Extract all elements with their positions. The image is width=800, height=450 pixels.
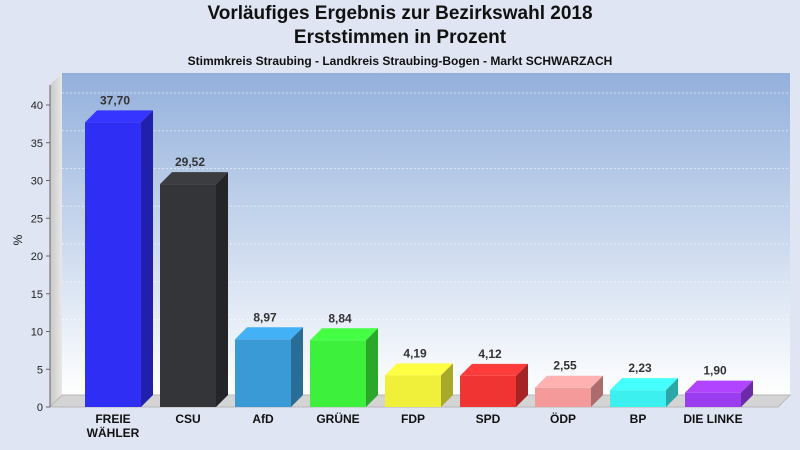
bar-value-label: 37,70	[100, 93, 130, 107]
chart-title: Vorläufiges Ergebnis zur Bezirkswahl 201…	[207, 3, 593, 24]
chart-subtitle: Erststimmen in Prozent	[293, 27, 507, 48]
bar	[235, 327, 303, 407]
bar-side	[741, 380, 753, 407]
bar	[535, 375, 603, 407]
bar-side	[366, 328, 378, 407]
bar-top	[85, 110, 153, 123]
bar-front	[160, 184, 216, 407]
bar-top	[610, 378, 678, 391]
bar-value-label: 8,97	[253, 310, 277, 324]
y-tick-label: 5	[37, 364, 43, 376]
x-tick-label: GRÜNE	[316, 411, 359, 426]
bar-value-label: 1,90	[703, 364, 727, 378]
bar-value-label: 2,55	[553, 359, 577, 373]
x-tick-label: ÖDP	[550, 411, 576, 426]
y-tick-label: 40	[31, 100, 43, 112]
x-tick-label: DIE LINKE	[683, 412, 742, 426]
chart-caption: Stimmkreis Straubing - Landkreis Straubi…	[187, 54, 613, 68]
bar-top	[160, 172, 228, 185]
y-tick-label: 0	[37, 402, 43, 414]
y-tick-label: 20	[31, 251, 43, 263]
y-tick-label: 30	[31, 176, 43, 188]
x-tick-label: BP	[630, 412, 647, 426]
y-tick-label: 25	[31, 213, 43, 225]
bar-value-label: 2,23	[628, 361, 652, 375]
bar-front	[610, 390, 666, 407]
bar-side	[216, 172, 228, 407]
bar-top	[235, 327, 303, 340]
y-axis: 0 5 10 15 20 25 30 35 40	[31, 85, 51, 414]
bar-top	[460, 363, 528, 376]
bar-front	[460, 375, 516, 407]
bar-side	[441, 363, 453, 407]
bars	[85, 110, 753, 408]
bar	[310, 328, 378, 407]
x-tick-label: CSU	[175, 412, 200, 426]
x-tick-label: FREIE	[95, 412, 130, 426]
bar	[385, 363, 453, 407]
bar	[160, 172, 228, 407]
bar-front	[685, 392, 741, 407]
bar	[685, 380, 753, 407]
bar-side	[516, 363, 528, 407]
bar	[610, 378, 678, 407]
bar-value-label: 8,84	[328, 311, 352, 325]
y-tick-label: 10	[31, 327, 43, 339]
bar-side	[291, 327, 303, 407]
bar-value-label: 4,19	[403, 346, 427, 360]
bar-top	[685, 380, 753, 393]
bar-value-label: 29,52	[175, 155, 205, 169]
bar-front	[385, 375, 441, 407]
bar-front	[535, 387, 591, 407]
y-tick-label: 15	[31, 289, 43, 301]
bar-side	[591, 375, 603, 407]
bar-front	[310, 340, 366, 407]
bar	[85, 110, 153, 408]
bar-top	[310, 328, 378, 341]
y-tick-label: 35	[31, 138, 43, 150]
bar-front	[85, 122, 141, 408]
x-tick-label: FDP	[401, 412, 425, 426]
y-axis-label: %	[11, 234, 25, 245]
x-tick-label: AfD	[252, 412, 274, 426]
bar-side	[666, 378, 678, 407]
x-tick-label: WÄHLER	[87, 425, 140, 440]
bar	[460, 363, 528, 407]
bar-top	[385, 363, 453, 376]
bar-value-label: 4,12	[478, 347, 502, 361]
bar-top	[535, 375, 603, 388]
bar-side	[141, 110, 153, 408]
bar-front	[235, 339, 291, 407]
plot-side-wall	[50, 73, 62, 407]
x-tick-label: SPD	[476, 412, 501, 426]
